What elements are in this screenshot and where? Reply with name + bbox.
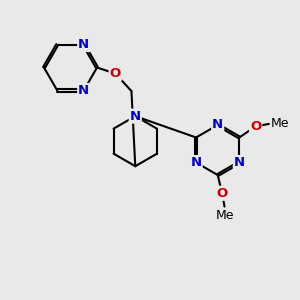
Text: O: O: [110, 67, 121, 80]
Text: N: N: [212, 118, 223, 131]
Text: N: N: [234, 156, 245, 169]
Text: N: N: [130, 110, 141, 123]
Text: Me: Me: [271, 117, 290, 130]
Text: N: N: [190, 156, 202, 169]
Text: O: O: [250, 120, 261, 133]
Text: N: N: [78, 84, 89, 97]
Text: O: O: [217, 187, 228, 200]
Text: N: N: [78, 38, 89, 51]
Text: Me: Me: [216, 208, 234, 222]
